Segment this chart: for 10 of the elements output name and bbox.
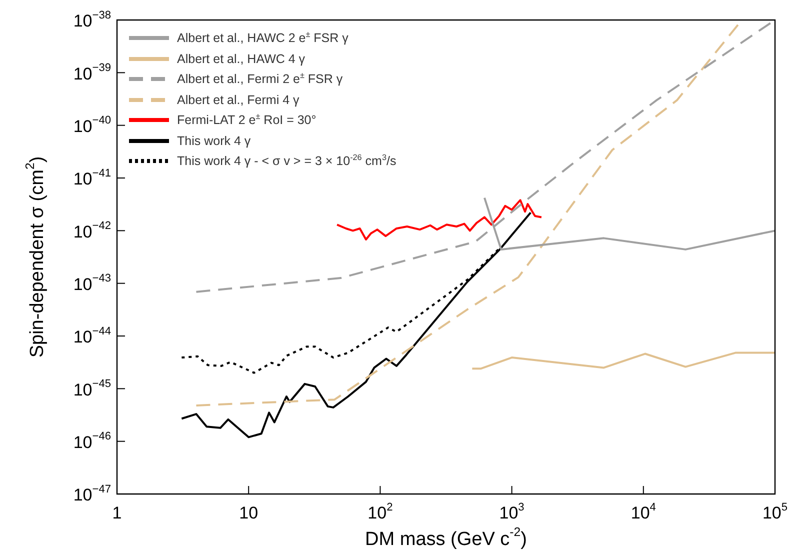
- y-axis-title: Spin-dependent σ (cm2): [22, 156, 48, 358]
- legend-label: Fermi-LAT 2 e$^{±}$ RoI = 30°: [177, 110, 316, 129]
- x-tick-label: 1: [112, 504, 122, 523]
- legend-label: This work 4 γ: [177, 132, 251, 150]
- legend-label: Albert et al., Fermi 4 γ: [177, 92, 300, 109]
- legend-label: Albert et al., HAWC 4 γ: [177, 50, 306, 68]
- legend-label: Albert et al., HAWC 2 e$^{±}$ FSR γ: [177, 28, 348, 47]
- x-tick-label: 10: [239, 504, 258, 523]
- legend-label: Albert et al., Fermi 2 e$^{±}$ FSR γ: [177, 70, 343, 88]
- legend-label: This work 4 γ - < σ v > = 3 × 10$^{-26}$ cm$^{3}$/s: [177, 152, 396, 170]
